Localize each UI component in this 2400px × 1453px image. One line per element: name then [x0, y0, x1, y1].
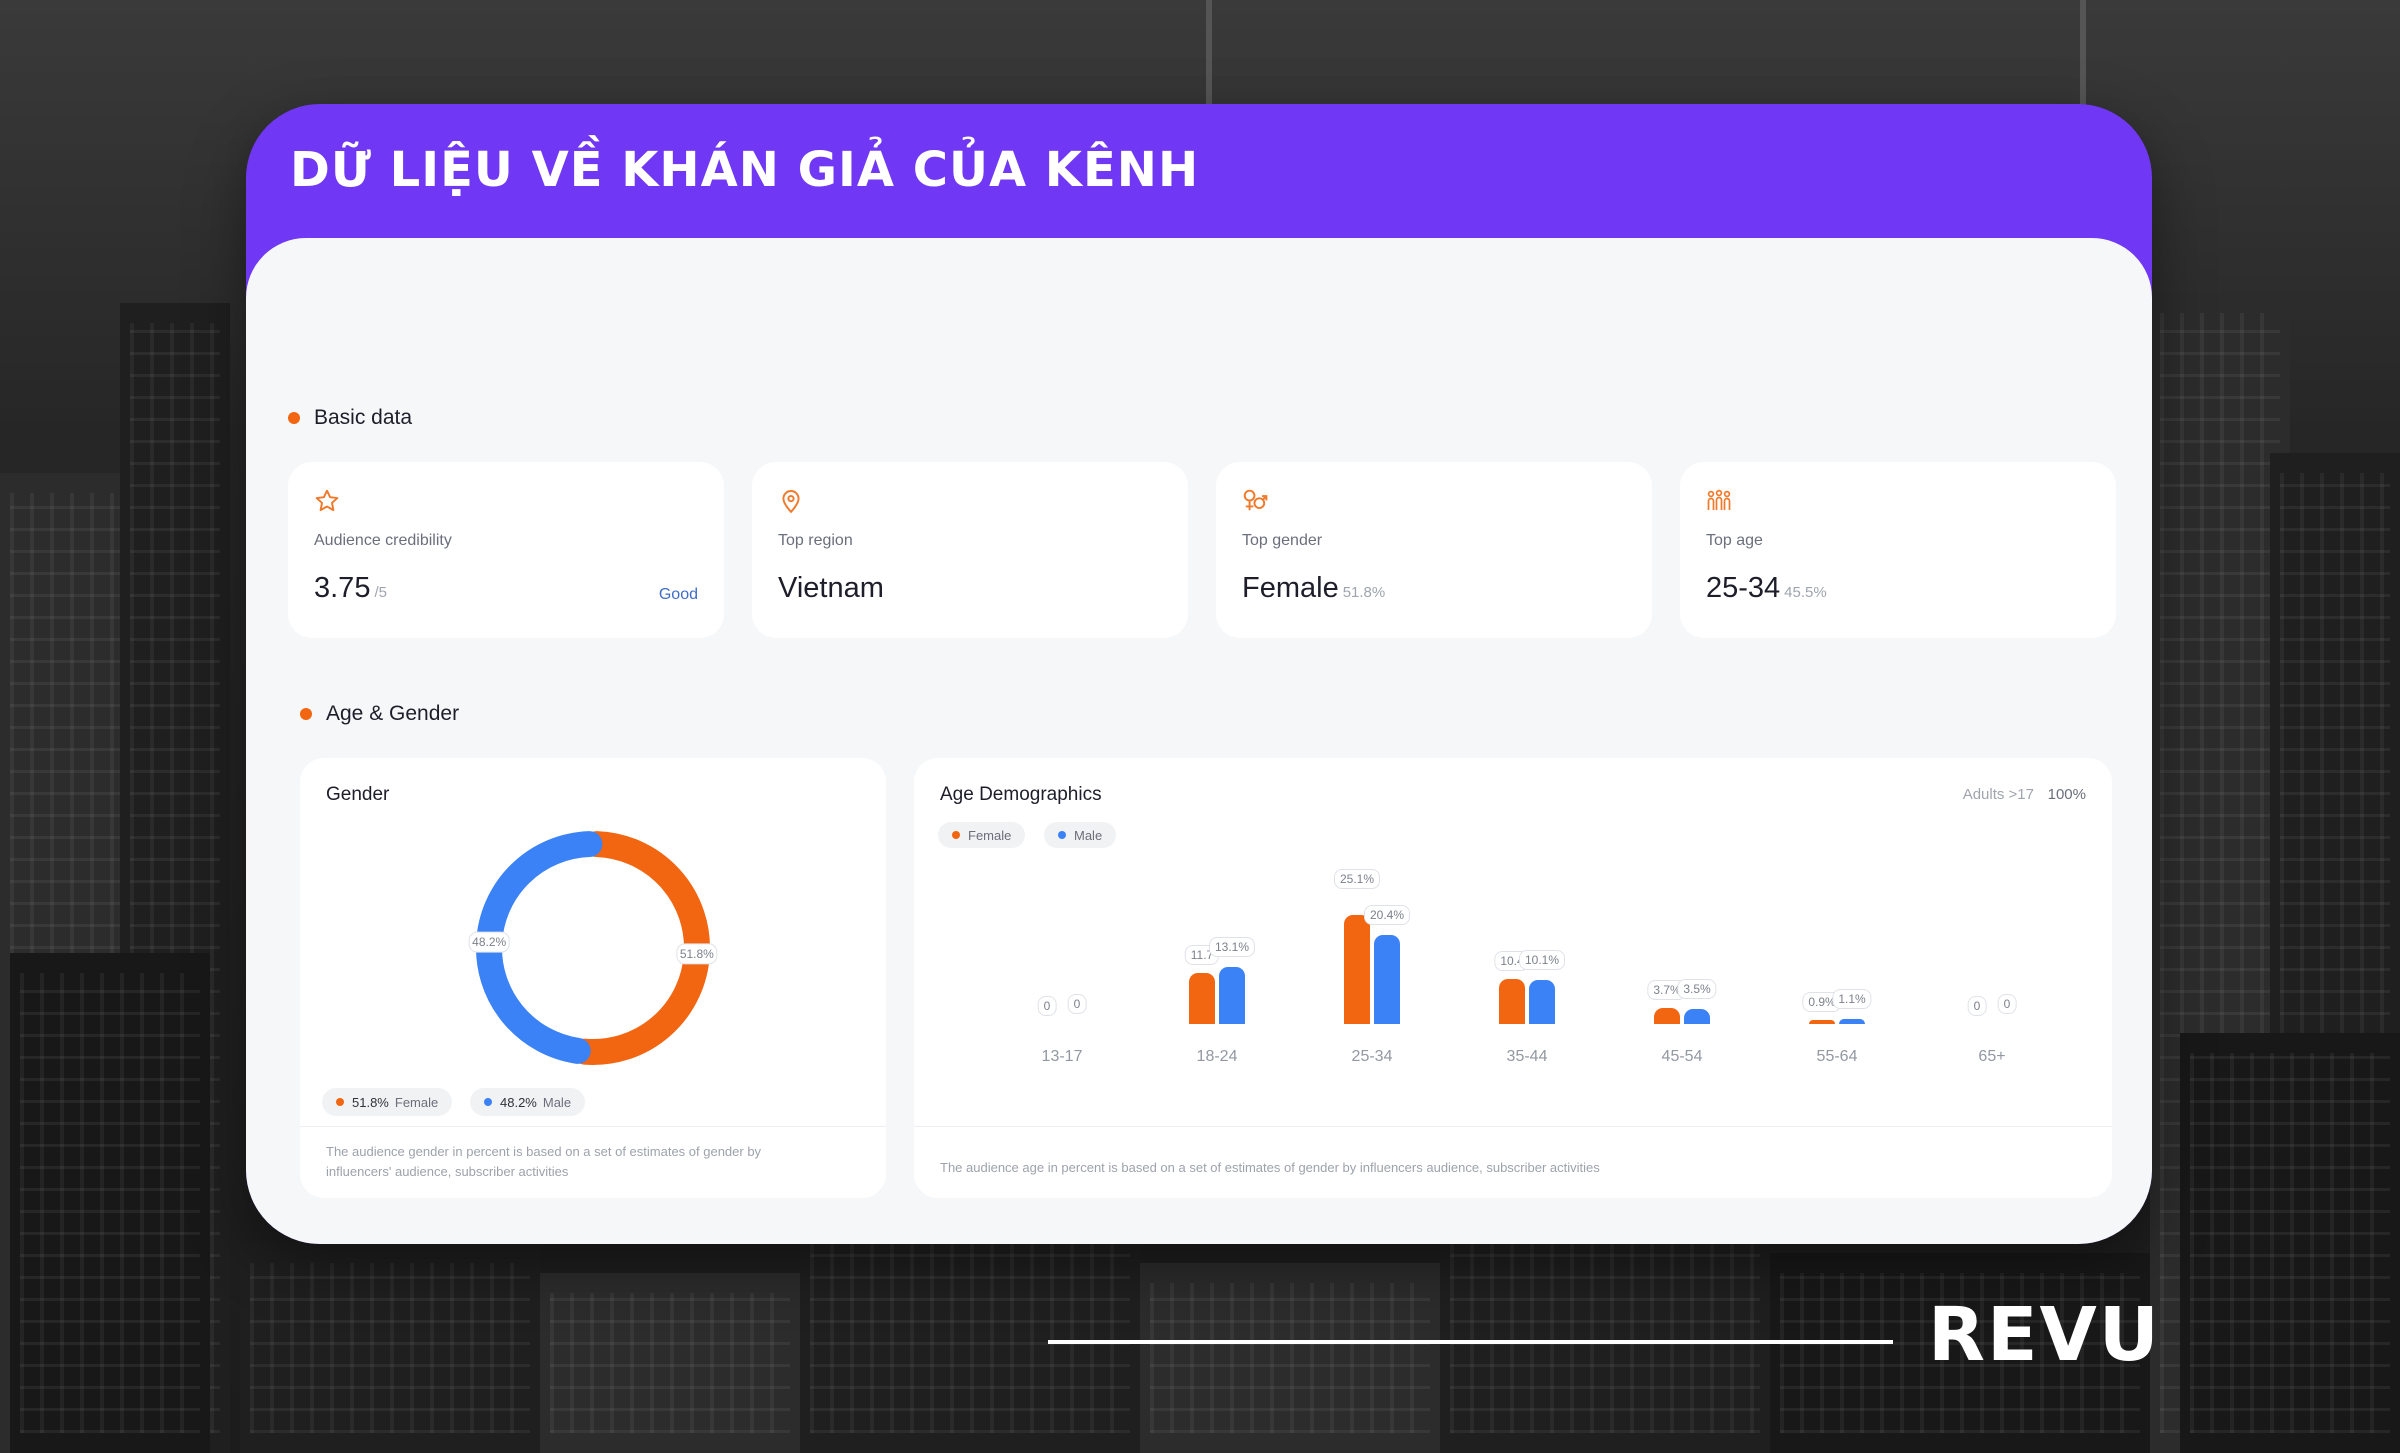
age-axis-label: 65+ — [1978, 1048, 2006, 1065]
star-icon — [315, 489, 339, 512]
panel-divider — [300, 1126, 886, 1127]
stat-card-audience-credibility: Audience credibility 3.75/5 Good — [288, 462, 724, 638]
age-bar-female[interactable] — [1189, 973, 1215, 1024]
svg-text:51.8%: 51.8% — [680, 947, 714, 961]
legend-name: Female — [968, 827, 1012, 843]
legend-dot-icon — [484, 1098, 492, 1106]
legend-pct: 51.8% — [352, 1094, 389, 1110]
gender-icon — [1243, 489, 1268, 511]
age-bar-value-label: 1.1% — [1832, 989, 1872, 1010]
age-bar-value-label: 10.1% — [1518, 950, 1566, 971]
stat-value-main: 25-34 — [1706, 572, 1781, 604]
panel-title: Gender — [326, 784, 390, 805]
age-footnote: The audience age in percent is based on … — [940, 1160, 1600, 1175]
legend-name: Male — [1074, 827, 1103, 843]
audience-data-card: DỮ LIỆU VỀ KHÁN GIẢ CỦA KÊNH Basic data … — [246, 104, 2152, 1244]
section-label: Basic data — [314, 406, 413, 429]
stat-value-sub: 51.8% — [1342, 584, 1386, 601]
legend-dot-icon — [336, 1098, 344, 1106]
panel-divider — [914, 1126, 2112, 1127]
adults-filter-label[interactable]: Adults >17 — [1962, 786, 2034, 803]
stat-card-top-region: Top region Vietnam — [752, 462, 1188, 638]
donut-label-male: 48.2% — [468, 931, 510, 953]
revu-logo: REVU — [1928, 1292, 2161, 1378]
age-bar-female[interactable] — [1809, 1020, 1835, 1025]
stat-label: Audience credibility — [314, 532, 452, 549]
age-bar-value-label: 0.9% — [1802, 992, 1842, 1013]
legend-name: Female — [394, 1094, 439, 1110]
age-bar-male[interactable] — [1374, 935, 1400, 1024]
panel-title: Age Demographics — [940, 784, 1102, 805]
age-bar-value-label: 20.4% — [1363, 905, 1411, 926]
svg-text:48.2%: 48.2% — [472, 935, 506, 949]
legend-dot-icon — [952, 831, 960, 839]
age-gender-heading: Age & Gender — [300, 702, 459, 726]
age-bar-female[interactable] — [1654, 1007, 1680, 1024]
age-bar-female[interactable] — [1344, 914, 1370, 1024]
age-bar-value-label: 13.1% — [1208, 937, 1256, 957]
donut-label-female: 51.8% — [676, 943, 718, 965]
gender-panel: Gender 51.8% 48.2% 51.8% Female 48.2% Mal… — [300, 758, 886, 1198]
stat-label: Top region — [778, 532, 853, 549]
adults-filter-value: 100% — [2047, 786, 2086, 803]
section-bullet-icon — [300, 708, 312, 720]
gender-footnote: The audience gender in percent is based … — [326, 1144, 762, 1179]
card-body: Basic data Audience credibility 3.75/5 G… — [246, 238, 2152, 1244]
age-bar-value-label: 0 — [1037, 996, 1057, 1016]
footer-divider — [1048, 1340, 1893, 1344]
basic-data-heading: Basic data — [288, 406, 412, 430]
stat-card-top-gender: Top gender Female 51.8% — [1216, 462, 1652, 638]
stat-value: Female 51.8% — [1242, 572, 1385, 605]
age-bar-value-label: 25.1% — [1333, 868, 1381, 889]
age-axis-label: 45-54 — [1661, 1048, 1703, 1065]
age-bar-value-label: 0 — [1967, 996, 1987, 1016]
stat-label: Top gender — [1242, 532, 1323, 549]
age-bar-value-label: 3.7% — [1647, 979, 1687, 1000]
location-pin-icon — [782, 490, 800, 514]
age-bar-male[interactable] — [1684, 1008, 1710, 1024]
stat-value-sub: 45.5% — [1784, 584, 1827, 601]
age-axis-label: 35-44 — [1506, 1048, 1548, 1065]
legend-dot-icon — [1058, 831, 1066, 839]
age-demographics-panel: Age Demographics Adults >17 100% Female … — [914, 758, 2112, 1198]
age-axis-label: 18-24 — [1196, 1048, 1238, 1065]
stat-value: 25-34 45.5% — [1706, 572, 1827, 605]
section-bullet-icon — [288, 412, 300, 424]
people-icon — [1707, 489, 1731, 510]
credibility-rating: Good — [658, 586, 698, 603]
section-label: Age & Gender — [326, 702, 460, 725]
age-bar-male[interactable] — [1219, 967, 1245, 1024]
age-bar-value-label: 0 — [1067, 994, 1087, 1014]
legend-male: 48.2% Male — [470, 1088, 586, 1116]
stat-value-main: Female — [1242, 572, 1339, 604]
stat-value: Vietnam — [778, 572, 884, 605]
stat-value-main: 3.75 — [314, 572, 371, 604]
legend-male[interactable]: Male — [1044, 822, 1117, 848]
stat-card-top-age: Top age 25-34 45.5% — [1680, 462, 2116, 638]
stat-value-sub: /5 — [374, 584, 387, 601]
age-axis-label: 13-17 — [1041, 1048, 1083, 1065]
legend-female[interactable]: Female — [938, 822, 1026, 848]
age-axis-label: 55-64 — [1816, 1048, 1858, 1065]
stat-value: 3.75/5 — [314, 572, 387, 605]
age-bar-female[interactable] — [1499, 978, 1525, 1024]
age-bar-chart: 13-17 0 0 18-24 11.7 13.1% 25-34 25.1% 20.4% 35-4… — [914, 758, 2112, 1098]
legend-name: Male — [542, 1094, 572, 1110]
page-title: DỮ LIỆU VỀ KHÁN GIẢ CỦA KÊNH — [290, 142, 1200, 198]
stat-value-main: Vietnam — [778, 572, 884, 604]
stat-label: Top age — [1706, 532, 1763, 549]
legend-female: 51.8% Female — [322, 1088, 453, 1116]
age-bar-value-label: 0 — [1997, 994, 2017, 1014]
gender-donut-chart: 51.8% 48.2% — [468, 831, 718, 1065]
age-bar-male[interactable] — [1839, 1019, 1865, 1024]
age-bar-value-label: 3.5% — [1677, 978, 1717, 999]
age-bar-male[interactable] — [1529, 980, 1555, 1024]
legend-pct: 48.2% — [500, 1094, 537, 1110]
age-axis-label: 25-34 — [1351, 1048, 1393, 1065]
